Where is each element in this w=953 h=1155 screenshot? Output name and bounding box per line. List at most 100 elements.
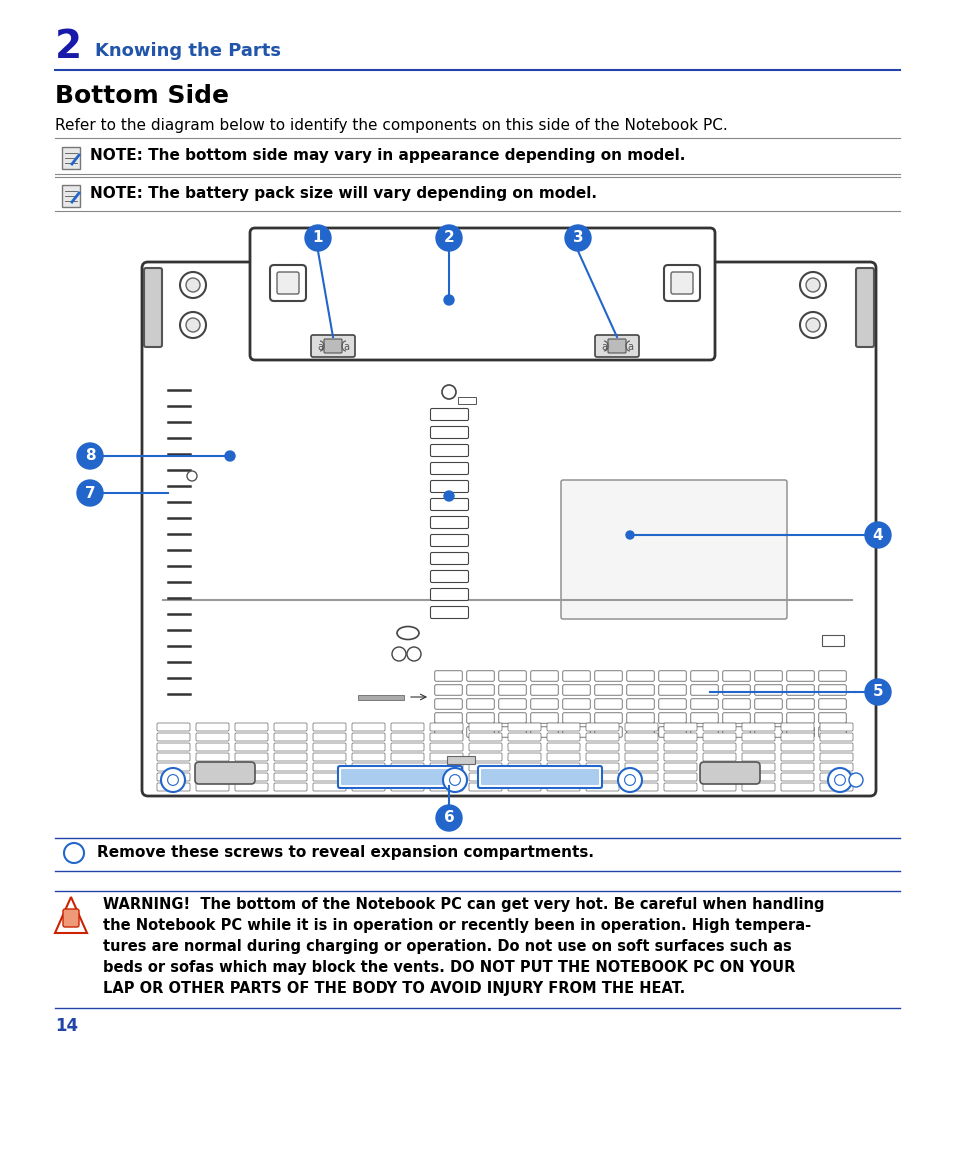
FancyBboxPatch shape bbox=[546, 723, 579, 731]
FancyBboxPatch shape bbox=[430, 733, 462, 742]
FancyBboxPatch shape bbox=[195, 783, 229, 791]
FancyBboxPatch shape bbox=[430, 743, 462, 751]
Circle shape bbox=[625, 531, 634, 539]
FancyBboxPatch shape bbox=[741, 783, 774, 791]
Text: beds or sofas which may block the vents. DO NOT PUT THE NOTEBOOK PC ON YOUR: beds or sofas which may block the vents.… bbox=[103, 960, 795, 975]
FancyBboxPatch shape bbox=[626, 726, 654, 737]
Text: WARNING!  The bottom of the Notebook PC can get very hot. Be careful when handli: WARNING! The bottom of the Notebook PC c… bbox=[103, 897, 823, 912]
FancyBboxPatch shape bbox=[818, 726, 845, 737]
FancyBboxPatch shape bbox=[741, 753, 774, 761]
FancyBboxPatch shape bbox=[702, 723, 735, 731]
FancyBboxPatch shape bbox=[562, 685, 590, 695]
Text: 4: 4 bbox=[872, 528, 882, 543]
FancyBboxPatch shape bbox=[313, 743, 346, 751]
FancyBboxPatch shape bbox=[430, 589, 468, 601]
Circle shape bbox=[436, 805, 461, 830]
FancyBboxPatch shape bbox=[546, 733, 579, 742]
FancyBboxPatch shape bbox=[702, 773, 735, 781]
FancyBboxPatch shape bbox=[781, 783, 813, 791]
FancyBboxPatch shape bbox=[435, 713, 461, 723]
FancyBboxPatch shape bbox=[624, 743, 658, 751]
FancyBboxPatch shape bbox=[447, 757, 475, 763]
Circle shape bbox=[443, 295, 454, 305]
FancyBboxPatch shape bbox=[507, 783, 540, 791]
FancyBboxPatch shape bbox=[234, 763, 268, 772]
FancyBboxPatch shape bbox=[546, 773, 579, 781]
FancyBboxPatch shape bbox=[391, 743, 423, 751]
FancyBboxPatch shape bbox=[594, 699, 621, 709]
FancyBboxPatch shape bbox=[430, 571, 468, 582]
FancyBboxPatch shape bbox=[626, 699, 654, 709]
FancyBboxPatch shape bbox=[313, 763, 346, 772]
FancyBboxPatch shape bbox=[274, 783, 307, 791]
FancyBboxPatch shape bbox=[741, 773, 774, 781]
FancyBboxPatch shape bbox=[498, 713, 526, 723]
FancyBboxPatch shape bbox=[430, 426, 468, 439]
FancyBboxPatch shape bbox=[469, 773, 501, 781]
FancyBboxPatch shape bbox=[466, 726, 494, 737]
FancyBboxPatch shape bbox=[274, 753, 307, 761]
FancyBboxPatch shape bbox=[62, 147, 80, 169]
FancyBboxPatch shape bbox=[430, 773, 462, 781]
FancyBboxPatch shape bbox=[786, 671, 813, 681]
FancyBboxPatch shape bbox=[274, 763, 307, 772]
FancyBboxPatch shape bbox=[530, 699, 558, 709]
FancyBboxPatch shape bbox=[722, 685, 749, 695]
FancyBboxPatch shape bbox=[498, 685, 526, 695]
FancyBboxPatch shape bbox=[659, 699, 685, 709]
FancyBboxPatch shape bbox=[469, 743, 501, 751]
Text: a: a bbox=[600, 342, 606, 352]
FancyBboxPatch shape bbox=[585, 753, 618, 761]
Text: a: a bbox=[316, 342, 323, 352]
FancyBboxPatch shape bbox=[722, 671, 749, 681]
FancyBboxPatch shape bbox=[250, 228, 714, 360]
FancyBboxPatch shape bbox=[507, 773, 540, 781]
FancyBboxPatch shape bbox=[498, 726, 526, 737]
FancyBboxPatch shape bbox=[818, 713, 845, 723]
FancyBboxPatch shape bbox=[311, 335, 355, 357]
FancyBboxPatch shape bbox=[663, 723, 697, 731]
FancyBboxPatch shape bbox=[754, 726, 781, 737]
Text: NOTE: The battery pack size will vary depending on model.: NOTE: The battery pack size will vary de… bbox=[90, 186, 597, 201]
FancyBboxPatch shape bbox=[663, 783, 697, 791]
Circle shape bbox=[443, 491, 454, 501]
FancyBboxPatch shape bbox=[562, 726, 590, 737]
Text: Refer to the diagram below to identify the components on this side of the Notebo: Refer to the diagram below to identify t… bbox=[55, 118, 727, 133]
FancyBboxPatch shape bbox=[507, 763, 540, 772]
FancyBboxPatch shape bbox=[430, 552, 468, 565]
FancyBboxPatch shape bbox=[820, 773, 852, 781]
FancyBboxPatch shape bbox=[659, 726, 685, 737]
FancyBboxPatch shape bbox=[62, 185, 80, 207]
Circle shape bbox=[449, 775, 460, 785]
FancyBboxPatch shape bbox=[546, 743, 579, 751]
FancyBboxPatch shape bbox=[391, 753, 423, 761]
FancyBboxPatch shape bbox=[430, 723, 462, 731]
FancyBboxPatch shape bbox=[430, 763, 462, 772]
FancyBboxPatch shape bbox=[594, 685, 621, 695]
FancyBboxPatch shape bbox=[63, 909, 79, 927]
FancyBboxPatch shape bbox=[818, 685, 845, 695]
FancyBboxPatch shape bbox=[690, 699, 718, 709]
FancyBboxPatch shape bbox=[234, 743, 268, 751]
Circle shape bbox=[77, 480, 103, 506]
FancyBboxPatch shape bbox=[352, 773, 385, 781]
FancyBboxPatch shape bbox=[430, 606, 468, 618]
Text: NOTE: The bottom side may vary in appearance depending on model.: NOTE: The bottom side may vary in appear… bbox=[90, 148, 684, 163]
FancyBboxPatch shape bbox=[313, 723, 346, 731]
Circle shape bbox=[800, 271, 825, 298]
Text: 8: 8 bbox=[85, 448, 95, 463]
FancyBboxPatch shape bbox=[585, 733, 618, 742]
Circle shape bbox=[407, 647, 420, 661]
FancyBboxPatch shape bbox=[157, 763, 190, 772]
Circle shape bbox=[564, 225, 590, 251]
Circle shape bbox=[848, 773, 862, 787]
FancyBboxPatch shape bbox=[234, 723, 268, 731]
FancyBboxPatch shape bbox=[781, 743, 813, 751]
FancyBboxPatch shape bbox=[781, 723, 813, 731]
FancyBboxPatch shape bbox=[142, 262, 875, 796]
Circle shape bbox=[180, 312, 206, 338]
FancyBboxPatch shape bbox=[663, 264, 700, 301]
Text: 7: 7 bbox=[85, 485, 95, 500]
FancyBboxPatch shape bbox=[754, 713, 781, 723]
FancyBboxPatch shape bbox=[340, 769, 458, 785]
